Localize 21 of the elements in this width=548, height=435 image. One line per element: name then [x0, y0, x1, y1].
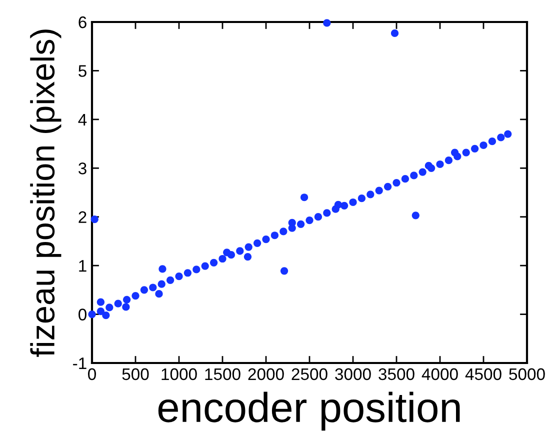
y-tick-label: 2: [78, 211, 86, 223]
y-tick-label: 4: [78, 114, 87, 126]
x-tick-label: 4500: [465, 368, 502, 380]
x-tick-label: 3000: [335, 368, 371, 380]
x-axis-title: encoder position: [158, 392, 460, 431]
x-tick-label: 3500: [378, 368, 414, 380]
y-axis-title: fizeau position (pixels): [30, 30, 62, 357]
x-tick-label: 1000: [162, 368, 197, 380]
x-tick-label: 500: [122, 368, 149, 380]
y-tick-label: 5: [78, 65, 86, 77]
y-tick-label: 1: [79, 260, 86, 272]
x-tick-label: 5000: [509, 368, 545, 380]
x-tick-label: 1500: [205, 368, 240, 380]
y-tick-label: 6: [78, 16, 86, 28]
x-tick-label: 4000: [422, 368, 458, 380]
y-tick-label: 3: [78, 162, 86, 174]
x-tick-label: 2500: [292, 368, 328, 380]
y-tick-label: 0: [78, 308, 86, 320]
y-tick-label: -1: [73, 358, 86, 370]
x-tick-label: 2000: [248, 368, 284, 380]
x-tick-label: 0: [88, 368, 96, 380]
